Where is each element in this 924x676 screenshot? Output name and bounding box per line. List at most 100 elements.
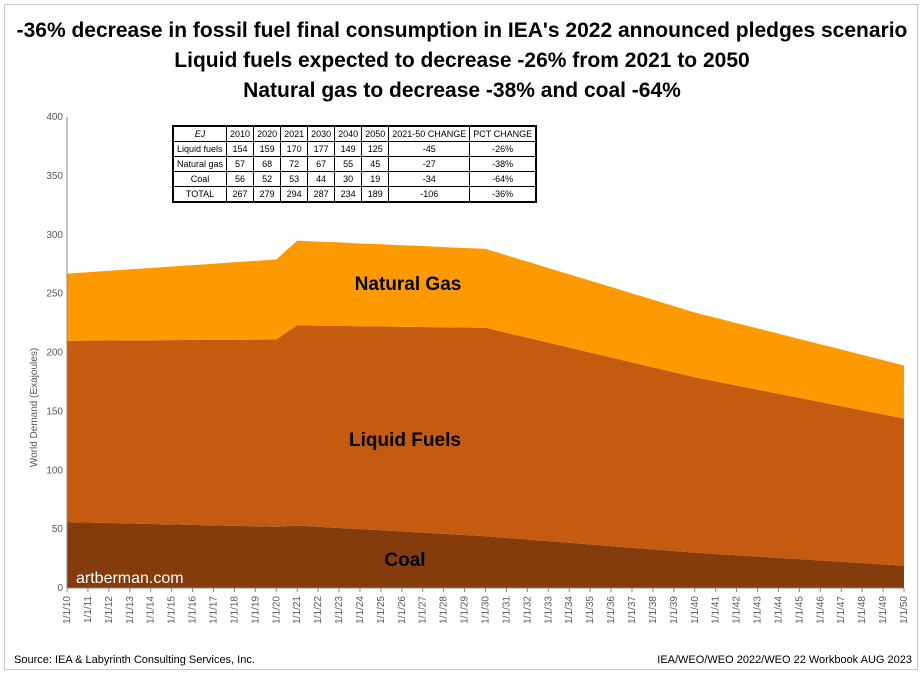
x-tick-label: 1/1/39	[669, 596, 680, 624]
table-cell: 170	[280, 141, 309, 157]
table-cell: 44	[307, 171, 336, 187]
y-tick-label: 400	[46, 112, 63, 123]
table-cell: -64%	[469, 171, 537, 187]
table-header-cell: 2050	[361, 125, 390, 142]
x-tick-label: 1/1/48	[857, 596, 868, 624]
x-tick-label: 1/1/43	[753, 596, 764, 624]
table-cell: -38%	[469, 156, 537, 172]
table-cell: 19	[361, 171, 390, 187]
x-tick-label: 1/1/28	[439, 596, 450, 624]
table-header-cell: 2010	[226, 125, 255, 142]
x-tick-label: 1/1/44	[773, 596, 784, 624]
credit-note: IEA/WEO/WEO 2022/WEO 22 Workbook AUG 202…	[657, 654, 912, 666]
table-cell: 68	[253, 156, 282, 172]
x-tick-label: 1/1/18	[229, 596, 240, 624]
x-tick-label: 1/1/25	[376, 596, 387, 624]
x-tick-label: 1/1/17	[208, 596, 219, 624]
chart-title: -36% decrease in fossil fuel final consu…	[16, 19, 908, 42]
x-tick-label: 1/1/24	[355, 596, 366, 624]
y-tick-label: 50	[52, 524, 64, 535]
table-row-label: Natural gas	[172, 156, 228, 172]
y-tick-label: 250	[46, 289, 63, 300]
x-tick-label: 1/1/29	[460, 596, 471, 624]
y-tick-label: 350	[46, 171, 63, 182]
table-cell: -34	[388, 171, 471, 187]
table-cell: 267	[226, 186, 255, 203]
table-header-cell: 2030	[307, 125, 336, 142]
x-tick-label: 1/1/26	[397, 596, 408, 624]
x-tick-label: 1/1/23	[334, 596, 345, 624]
y-tick-label: 200	[46, 348, 63, 359]
table-header-cell: 2040	[334, 125, 363, 142]
data-table: EJ 2010 2020 2021 2030 2040 2050 2021-50…	[172, 125, 538, 203]
table-cell: 45	[361, 156, 390, 172]
y-tick-label: 100	[46, 465, 63, 476]
table-cell: 177	[307, 141, 336, 157]
x-tick-label: 1/1/10	[62, 596, 73, 624]
table-cell: 56	[226, 171, 255, 187]
table-cell: 294	[280, 186, 309, 203]
table-row: Coal 56 52 53 44 30 19 -34 -64%	[172, 171, 537, 187]
table-cell: 154	[226, 141, 255, 157]
area-label-natural-gas: Natural Gas	[355, 274, 462, 295]
source-note: Source: IEA & Labyrinth Consulting Servi…	[14, 654, 255, 666]
x-tick-label: 1/1/11	[83, 596, 94, 623]
table-cell: 55	[334, 156, 363, 172]
table-cell: 149	[334, 141, 363, 157]
table-cell: -45	[388, 141, 471, 157]
x-tick-label: 1/1/38	[648, 596, 659, 624]
table-cell: 67	[307, 156, 336, 172]
chart-frame	[4, 4, 918, 670]
x-tick-label: 1/1/19	[250, 596, 261, 624]
table-row-label: Coal	[172, 171, 228, 187]
y-tick-label: 300	[46, 230, 63, 241]
table-header-cell: 2020	[253, 125, 282, 142]
x-tick-label: 1/1/12	[104, 596, 115, 624]
x-tick-label: 1/1/46	[815, 596, 826, 624]
x-tick-label: 1/1/14	[146, 596, 157, 624]
x-tick-label: 1/1/32	[522, 596, 533, 624]
x-tick-label: 1/1/35	[585, 596, 596, 624]
table-row: Natural gas 57 68 72 67 55 45 -27 -38%	[172, 156, 537, 172]
table-cell: 159	[253, 141, 282, 157]
x-tick-label: 1/1/20	[271, 596, 282, 624]
x-tick-label: 1/1/42	[732, 596, 743, 624]
table-cell: 189	[361, 186, 390, 203]
x-tick-label: 1/1/37	[627, 596, 638, 624]
x-tick-label: 1/1/22	[313, 596, 324, 624]
y-tick-label: 0	[57, 583, 63, 594]
x-tick-label: 1/1/15	[167, 596, 178, 624]
table-cell: 30	[334, 171, 363, 187]
x-tick-label: 1/1/34	[564, 596, 575, 624]
table-cell: 53	[280, 171, 309, 187]
area-series-liquid-fuels	[67, 325, 904, 566]
area-label-liquid-fuels: Liquid Fuels	[349, 430, 461, 451]
title-block: -36% decrease in fossil fuel final consu…	[0, 16, 924, 106]
table-cell: -106	[388, 186, 471, 203]
table-cell: 125	[361, 141, 390, 157]
x-tick-label: 1/1/47	[836, 596, 847, 624]
table-row-total: TOTAL 267 279 294 287 234 189 -106 -36%	[172, 186, 537, 203]
chart-subtitle-1: Liquid fuels expected to decrease -26% f…	[174, 49, 750, 72]
table-row: Liquid fuels 154 159 170 177 149 125 -45…	[172, 141, 537, 157]
x-tick-label: 1/1/31	[501, 596, 512, 624]
x-tick-label: 1/1/40	[690, 596, 701, 624]
table-header-row: EJ 2010 2020 2021 2030 2040 2050 2021-50…	[172, 125, 537, 142]
x-tick-label: 1/1/45	[794, 596, 805, 624]
table-cell: -26%	[469, 141, 537, 157]
table-row-label: TOTAL	[172, 186, 228, 203]
table-cell: 52	[253, 171, 282, 187]
x-tick-label: 1/1/16	[188, 596, 199, 624]
table-row-label: Liquid fuels	[172, 141, 228, 157]
x-tick-label: 1/1/50	[899, 596, 910, 624]
x-tick-label: 1/1/30	[481, 596, 492, 624]
y-tick-label: 150	[46, 406, 63, 417]
x-tick-label: 1/1/36	[606, 596, 617, 624]
table-header-cell: 2021	[280, 125, 309, 142]
table-cell: 72	[280, 156, 309, 172]
table-cell: -36%	[469, 186, 537, 203]
area-label-coal: Coal	[384, 550, 425, 571]
x-tick-label: 1/1/33	[543, 596, 554, 624]
watermark: artberman.com	[76, 570, 184, 587]
table-cell: -27	[388, 156, 471, 172]
